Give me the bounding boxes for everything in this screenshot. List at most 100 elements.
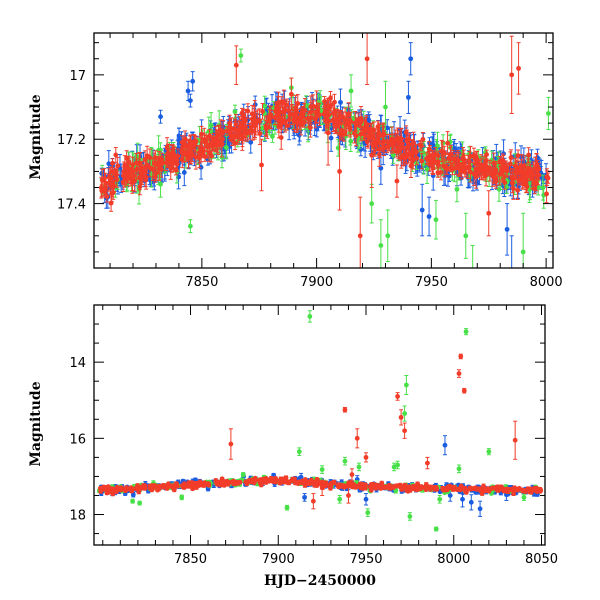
data-point [278,135,284,140]
data-point [224,128,230,134]
data-point [389,136,395,142]
data-point [245,108,251,114]
data-point [531,179,537,185]
data-point [409,153,414,159]
data-point [152,174,158,180]
data-point [524,184,530,189]
data-point [328,95,333,101]
data-point [113,152,119,158]
data-point [534,162,539,167]
data-point [529,175,535,181]
data-point [187,223,193,229]
data-point [361,128,367,134]
data-point [259,125,265,131]
data-point [450,156,456,162]
data-point [132,178,138,184]
data-point [308,115,314,121]
data-point [460,156,466,162]
data-point [378,243,384,248]
data-point [328,102,334,108]
data-point [113,172,119,178]
data-point [509,272,514,277]
data-point [204,137,209,143]
data-point [187,140,193,145]
data-point [174,157,180,163]
data-point [110,160,115,166]
data-point [454,186,460,192]
data-point [127,169,132,175]
data-point [403,129,409,135]
data-point [196,154,202,160]
data-point [387,140,392,146]
data-point [375,124,381,130]
data-point [397,147,403,152]
red-series [98,33,551,268]
data-point [287,112,293,118]
data-point [348,138,354,144]
data-point [126,159,132,165]
data-point [276,114,282,120]
data-point [435,153,441,159]
data-point [431,156,437,162]
data-point [470,272,475,277]
data-point [169,158,175,164]
data-point [411,140,416,146]
data-point [164,144,170,150]
data-point [426,214,432,219]
data-point [406,94,411,100]
data-point [121,168,127,174]
data-point [316,112,322,118]
data-point [115,163,121,169]
data-point [137,184,143,190]
data-point [307,125,313,131]
data-point [507,161,513,167]
data-point [223,145,229,150]
data-point [238,53,244,58]
data-point [544,174,550,179]
data-point [504,226,510,232]
data-point [473,154,479,160]
data-point [515,153,521,158]
data-point [232,109,238,115]
data-point [527,171,533,176]
data-point [127,176,133,182]
data-point [152,155,158,161]
data-point [185,88,191,94]
data-point [106,174,112,180]
data-point [198,147,204,153]
data-point [322,109,328,114]
data-point [352,120,358,126]
data-point [111,183,117,189]
data-point [426,146,432,152]
data-point [519,163,525,169]
data-point [172,153,177,159]
data-point [109,168,115,174]
data-point [465,164,471,170]
data-point [166,151,172,157]
data-point [191,139,197,145]
data-point [260,108,265,114]
data-point [202,154,208,159]
data-point [378,165,384,171]
data-point [123,176,129,181]
data-point [404,145,410,151]
data-point [496,186,502,192]
data-point [512,163,518,169]
data-point [262,103,268,109]
data-point [435,159,441,165]
data-point [430,160,436,166]
data-point [217,138,223,144]
data-point [108,200,114,206]
data-point [445,140,450,146]
data-point [207,134,212,139]
data-point [463,233,469,239]
data-point [348,88,354,94]
data-point [248,139,254,145]
data-point [338,99,343,105]
data-point [540,185,546,190]
data-point [184,154,190,159]
data-point [292,114,298,120]
data-point [268,112,274,118]
